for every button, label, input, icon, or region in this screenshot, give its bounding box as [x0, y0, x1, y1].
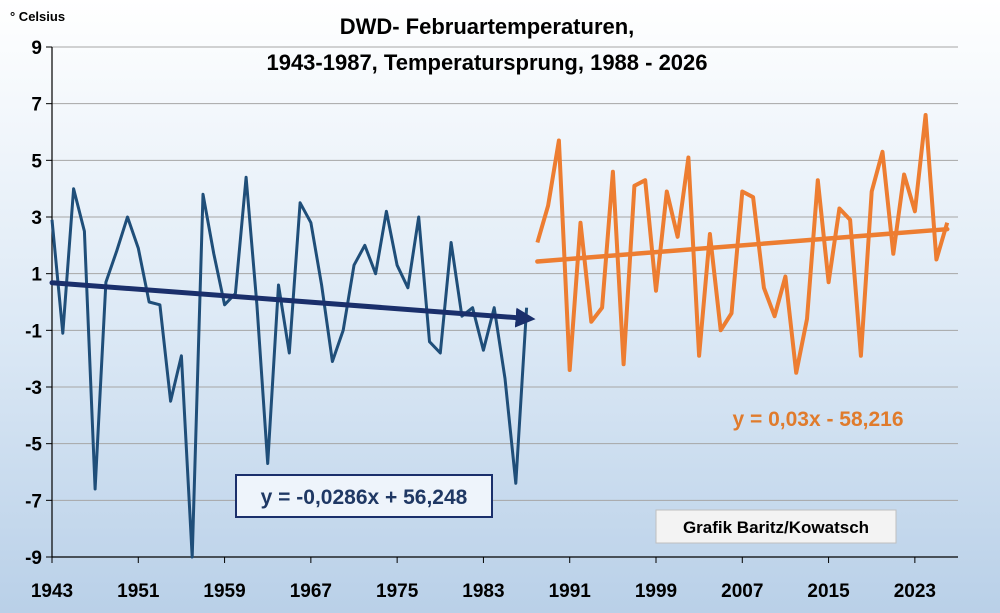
- x-tick-label: 1951: [117, 581, 160, 602]
- y-tick-label: -1: [25, 321, 42, 342]
- y-tick-labels: 9 7 5 3 1 -1 -3 -5 -7 -9: [25, 38, 42, 569]
- trend-lines: [49, 226, 950, 328]
- x-tick-label: 1943: [31, 581, 73, 602]
- x-tick-label: 1983: [462, 581, 504, 602]
- series-lines: [50, 113, 950, 559]
- x-tick-label: 2023: [894, 581, 936, 602]
- x-tick-label: 1999: [635, 581, 677, 602]
- y-axis-unit-label: ° Celsius: [10, 9, 65, 24]
- trend-line-1: [49, 280, 536, 328]
- chart-title-line-1: DWD- Februartemperaturen,: [340, 14, 635, 39]
- x-tick-label: 1975: [376, 581, 419, 602]
- trend-equation-1-box: [235, 474, 493, 518]
- y-tick-label: 1: [31, 265, 42, 286]
- x-tick-label: 1991: [549, 581, 592, 602]
- series-line-2: [535, 113, 950, 375]
- x-tick-label: 1967: [290, 581, 332, 602]
- y-tick-label: 7: [31, 95, 42, 116]
- trend-equation-1: y = -0,0286x + 56,248: [261, 486, 468, 509]
- x-tick-labels: 1943 1951 1959 1967 1975 1983 1991 1999 2007 2015…: [31, 581, 936, 602]
- y-tick-label: 9: [31, 38, 42, 59]
- series-line-1: [50, 175, 529, 559]
- chart-title-line-2: 1943-1987, Temperatursprung, 1988 - 2026: [266, 50, 707, 75]
- trend-equation-2: y = 0,03x - 58,216: [732, 408, 903, 431]
- trend-line-2: [535, 226, 950, 264]
- x-tick-label: 2015: [807, 581, 850, 602]
- y-tick-label: -5: [25, 435, 42, 456]
- y-tick-label: 3: [31, 208, 42, 229]
- x-tick-label: 1959: [203, 581, 245, 602]
- credit-text: Grafik Baritz/Kowatsch: [683, 518, 869, 537]
- y-tick-label: 5: [31, 151, 42, 172]
- axes: [46, 46, 958, 563]
- credit-box: [655, 509, 897, 544]
- y-tick-label: -7: [25, 491, 42, 512]
- y-tick-label: -9: [25, 548, 42, 569]
- y-tick-label: -3: [25, 378, 42, 399]
- x-tick-label: 2007: [721, 581, 763, 602]
